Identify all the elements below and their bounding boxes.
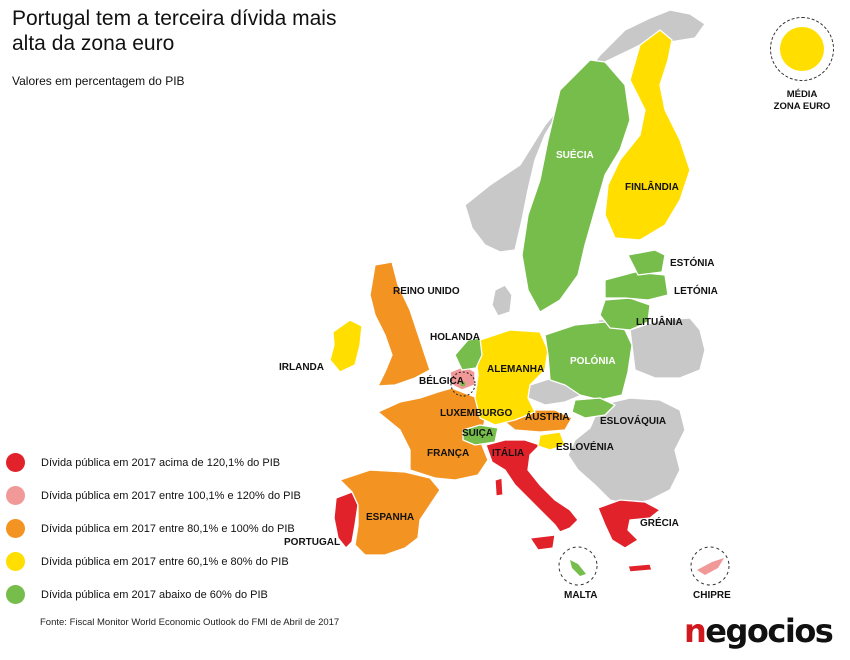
legend-label: Dívida pública em 2017 entre 60,1% e 80%… [41,555,289,568]
euro-average-marker [770,17,834,81]
spain-shape [339,469,441,556]
label-belgica: BÉLGICA [419,374,464,387]
legend-label: Dívida pública em 2017 entre 100,1% e 12… [41,489,301,502]
crete-shape [627,563,653,573]
source-note: Fonte: Fiscal Monitor World Economic Out… [40,617,340,628]
legend-label: Dívida pública em 2017 abaixo de 60% do … [41,588,268,601]
map-subtitle: Valores em percentagem do PIB [12,74,185,88]
label-reino-unido: REINO UNIDO [393,286,460,297]
label-polonia: POLÓNIA [570,354,616,367]
label-espanha: ESPANHA [366,512,414,523]
red-countries [333,439,661,573]
label-finlandia: FINLÂNDIA [625,180,679,193]
legend-swatch [6,486,25,505]
sicily-shape [529,534,556,551]
label-franca: FRANÇA [427,448,469,459]
malta-shape [570,560,586,576]
greece-shape [597,499,661,549]
netherlands-shape [454,337,483,371]
label-suecia: SUÉCIA [556,148,594,161]
luxembourg-dot [460,381,466,387]
label-malta: MALTA [564,590,598,601]
legend-label: Dívida pública em 2017 acima de 120,1% d… [41,456,281,469]
label-chipre: CHIPRE [693,590,731,601]
label-austria: ÁUSTRIA [525,410,569,423]
legend-swatch [6,585,25,604]
balkans-hungary-romania-shape [567,397,686,506]
euro-average-dot [780,27,824,71]
legend-item: Dívida pública em 2017 entre 100,1% e 12… [6,479,301,512]
slovenia-shape [537,431,566,451]
legend: Dívida pública em 2017 acima de 120,1% d… [6,446,301,611]
germany-shape [474,329,549,426]
cyprus-shape [697,558,724,575]
slovakia-shape [571,397,616,419]
label-eslovenia: ESLOVÉNIA [556,440,614,453]
ireland-shape [329,319,363,373]
label-lituania: LITUÂNIA [636,315,683,328]
latvia-shape [604,271,669,301]
legend-swatch [6,519,25,538]
label-alemanha: ALEMANHA [487,364,544,375]
cyprus-circle [690,546,730,586]
negocios-logo: negocios [684,612,834,650]
malta-circle [558,546,598,586]
legend-item: Dívida pública em 2017 entre 60,1% e 80%… [6,545,301,578]
map-title: Portugal tem a terceira dívida mais alta… [12,7,337,55]
legend-item: Dívida pública em 2017 acima de 120,1% d… [6,446,301,479]
denmark-shape [491,284,513,317]
russia-belarus-shape [629,317,706,379]
green-countries [454,59,669,446]
legend-swatch [6,552,25,571]
sardinia-shape [494,477,504,497]
label-letonia: LETÓNIA [674,284,718,297]
legend-item: Dívida pública em 2017 abaixo de 60% do … [6,578,301,611]
legend-item: Dívida pública em 2017 entre 80,1% e 100… [6,512,301,545]
euro-average-label: MÉDIA ZONA EURO [760,89,844,113]
legend-swatch [6,453,25,472]
label-grecia: GRÉCIA [640,516,679,529]
label-irlanda: IRLANDA [279,362,324,373]
label-suica: SUIÇA [462,428,493,439]
label-portugal: PORTUGAL [284,537,340,548]
estonia-shape [627,249,666,276]
label-luxemburgo: LUXEMBURGO [440,408,512,419]
yellow-countries [329,29,691,451]
euro-average-label-line2: ZONA EURO [773,101,831,112]
switzerland-shape [462,424,499,446]
legend-label: Dívida pública em 2017 entre 80,1% e 100… [41,522,295,535]
sweden-shape [521,59,631,313]
label-holanda: HOLANDA [430,332,480,343]
label-eslovaquia: ESLOVÁQUIA [600,414,666,427]
uk-shape [369,261,431,387]
finland-shape [604,29,691,241]
label-italia: ITÁLIA [492,446,524,459]
luxembourg-marker [450,371,476,397]
label-estonia: ESTÓNIA [670,256,714,269]
euro-average-label-line1: MÉDIA [786,89,818,100]
